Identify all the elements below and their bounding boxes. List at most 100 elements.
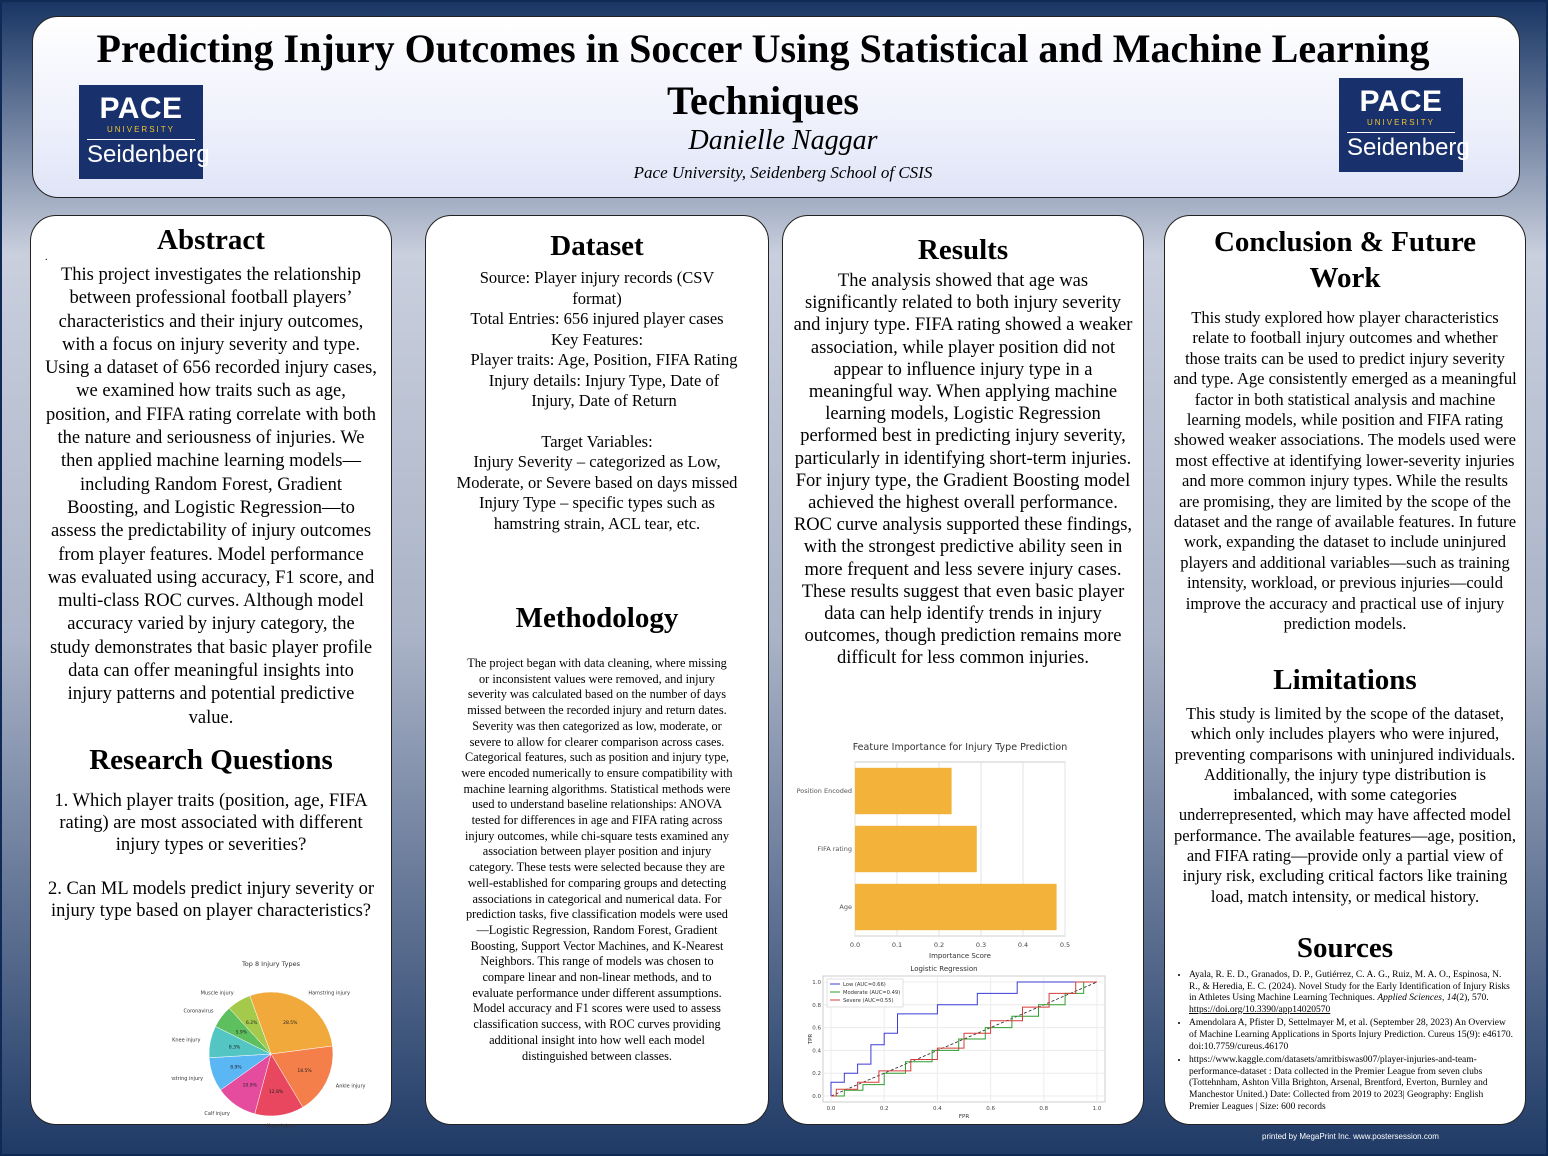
methodology-text: The project began with data cleaning, wh… bbox=[461, 656, 733, 1063]
logo-university: UNIVERSITY bbox=[1366, 118, 1435, 127]
bar-category-label: Position Encoded bbox=[797, 787, 852, 795]
abstract-text: This project investigates the relationsh… bbox=[45, 265, 377, 728]
pie-category-label: Ankle injury bbox=[336, 1083, 366, 1089]
source-1-text: Ayala, R. E. D., Granados, D. P., Gutiér… bbox=[1189, 970, 1510, 1004]
pie-value-label: 8.9% bbox=[230, 1064, 242, 1070]
roc-series-line bbox=[830, 981, 1097, 1096]
dataset-text: Source: Player injury records (CSV forma… bbox=[456, 268, 738, 534]
roc-y-tick-label: 0.2 bbox=[812, 1071, 821, 1077]
source-item: Ayala, R. E. D., Granados, D. P., Gutiér… bbox=[1189, 970, 1513, 1016]
column-conclusion: Conclusion & Future Work This study expl… bbox=[1164, 215, 1526, 1125]
logo-pace: PACE bbox=[99, 92, 183, 125]
source-1-journal: Applied Sciences, 14 bbox=[1377, 993, 1457, 1004]
bar-x-tick-label: 0.2 bbox=[934, 941, 944, 949]
roc-series-line bbox=[831, 981, 1097, 1097]
limitations-text: This study is limited by the scope of th… bbox=[1174, 704, 1516, 906]
dataset-target: Target Variables: bbox=[541, 431, 653, 451]
dataset-type: Injury Type – specific types such as ham… bbox=[479, 493, 715, 533]
pace-logo-left: PACE UNIVERSITY Seidenberg bbox=[79, 85, 210, 179]
bar-title: Feature Importance for Injury Type Predi… bbox=[853, 742, 1068, 753]
logistic-regression-roc-chart: Logistic Regression 0.0 0.2 0.4 0.6 0.8 1.0 0.0… bbox=[808, 965, 1106, 1120]
roc-x-axis-label: FPR bbox=[959, 1114, 969, 1120]
abstract-marker: . bbox=[45, 252, 48, 263]
column-dataset: Dataset Source: Player injury records (C… bbox=[425, 215, 769, 1125]
dataset-injury-details: Injury details: Injury Type, Date of Inj… bbox=[488, 370, 720, 411]
roc-y-tick-label: 0.6 bbox=[812, 1026, 821, 1032]
roc-legend-label: Severe (AUC=0.55) bbox=[843, 998, 894, 1004]
roc-chance-line bbox=[830, 981, 1098, 1097]
pie-category-label: Knee injury bbox=[172, 1038, 200, 1044]
roc-y-tick-label: 1.0 bbox=[812, 980, 821, 986]
logo-seidenberg: Seidenberg bbox=[87, 139, 210, 168]
bar-category-label: Age bbox=[839, 903, 852, 911]
dataset-severity: Injury Severity – categorized as Low, Mo… bbox=[456, 452, 738, 492]
bar-rect bbox=[855, 825, 977, 873]
pie-category-label: Knee injury bbox=[267, 1123, 295, 1129]
roc-legend-label: Moderate (AUC=0.49) bbox=[843, 990, 900, 996]
roc-y-tick-label: 0.0 bbox=[812, 1094, 821, 1100]
injury-types-pie-chart: Top 8 Injury Types 28.5% Hamstring injury 1… bbox=[171, 960, 366, 1129]
pie-category-label: Coronavirus bbox=[184, 1009, 214, 1015]
dataset-source: Source: Player injury records (CSV forma… bbox=[479, 268, 715, 308]
conclusion-heading: Conclusion & Future Work bbox=[1213, 226, 1477, 294]
sources-heading: Sources bbox=[1296, 932, 1394, 964]
dataset-entries: Total Entries: 656 injured player cases bbox=[470, 309, 724, 328]
pie-value-label: 12.8% bbox=[269, 1089, 284, 1095]
roc-x-tick-label: 0.0 bbox=[827, 1106, 836, 1112]
roc-x-tick-label: 0.8 bbox=[1039, 1106, 1048, 1112]
bar-category-label: FIFA rating bbox=[817, 845, 852, 853]
column-results: Results The analysis showed that age was… bbox=[782, 215, 1144, 1125]
roc-x-tick-label: 0.2 bbox=[880, 1106, 889, 1112]
bar-x-tick-label: 0.4 bbox=[1018, 941, 1028, 949]
dataset-key-features: Key Features: bbox=[550, 329, 644, 349]
roc-y-axis-label: TPR bbox=[808, 1034, 814, 1046]
pie-category-label: Hamstring injury bbox=[308, 990, 350, 996]
logo-university: UNIVERSITY bbox=[106, 125, 175, 134]
printer-credit: printed by MegaPrint Inc. www.postersess… bbox=[1262, 1132, 1439, 1141]
roc-x-tick-label: 0.4 bbox=[933, 1106, 942, 1112]
pie-slice bbox=[249, 991, 333, 1055]
sources-list: Ayala, R. E. D., Granados, D. P., Gutiér… bbox=[1175, 970, 1513, 1115]
bar-rect bbox=[855, 767, 952, 815]
logo-pace: PACE bbox=[1359, 85, 1443, 118]
research-questions: 1. Which player traits (position, age, F… bbox=[41, 790, 381, 922]
bar-x-tick-label: 0.3 bbox=[976, 941, 986, 949]
results-heading: Results bbox=[917, 234, 1009, 266]
results-text: The analysis showed that age was signifi… bbox=[793, 271, 1133, 669]
pie-slice bbox=[270, 1045, 334, 1108]
logo-seidenberg: Seidenberg bbox=[1347, 132, 1470, 161]
pie-title: Top 8 Injury Types bbox=[241, 960, 301, 968]
pie-slice bbox=[228, 995, 272, 1055]
roc-x-tick-label: 1.0 bbox=[1093, 1106, 1102, 1112]
source-1-tail: (2), 570. bbox=[1456, 993, 1489, 1004]
bar-rect bbox=[855, 883, 1057, 931]
pie-category-label: Muscle injury bbox=[201, 990, 234, 996]
roc-legend-label: Low (AUC=0.66) bbox=[843, 982, 886, 988]
roc-x-tick-label: 0.6 bbox=[986, 1106, 995, 1112]
bar-x-tick-label: 0.5 bbox=[1060, 941, 1070, 949]
limitations-heading: Limitations bbox=[1273, 664, 1417, 696]
research-question-2: 2. Can ML models predict injury severity… bbox=[47, 879, 375, 921]
bar-x-axis-label: Importance Score bbox=[929, 952, 991, 960]
source-1-link[interactable]: https://doi.org/10.3390/app14020570 bbox=[1189, 1004, 1331, 1015]
source-item: Amendolara A, Pfister D, Settelmayer M, … bbox=[1189, 1018, 1513, 1053]
poster-header: PACE UNIVERSITY Seidenberg Predicting In… bbox=[32, 16, 1520, 198]
pie-value-label: 6.2% bbox=[246, 1020, 258, 1026]
column-abstract: . Abstract This project investigates the… bbox=[30, 215, 392, 1129]
roc-title: Logistic Regression bbox=[910, 965, 977, 973]
roc-series-line bbox=[831, 981, 1097, 1097]
research-question-1: 1. Which player traits (position, age, F… bbox=[54, 791, 368, 855]
dataset-heading: Dataset bbox=[550, 230, 644, 262]
dataset-player-traits: Player traits: Age, Position, FIFA Ratin… bbox=[470, 350, 738, 369]
pace-logo-right: PACE UNIVERSITY Seidenberg bbox=[1339, 78, 1470, 172]
roc-y-tick-label: 0.4 bbox=[812, 1048, 821, 1054]
research-questions-heading: Research Questions bbox=[89, 744, 333, 776]
bar-x-tick-label: 0.1 bbox=[892, 941, 902, 949]
roc-y-tick-label: 0.8 bbox=[812, 1003, 821, 1009]
affiliation: Pace University, Seidenberg School of CS… bbox=[633, 163, 933, 182]
methodology-heading: Methodology bbox=[515, 602, 679, 634]
poster-title: Predicting Injury Outcomes in Soccer Usi… bbox=[96, 26, 1430, 123]
pie-value-label: 28.5% bbox=[283, 1020, 298, 1026]
pie-value-label: 8.3% bbox=[229, 1045, 241, 1051]
